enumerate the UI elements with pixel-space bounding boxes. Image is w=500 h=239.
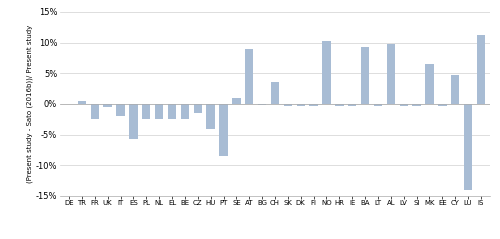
Bar: [361, 47, 370, 104]
Bar: [412, 104, 421, 106]
Bar: [386, 44, 395, 104]
Bar: [104, 104, 112, 107]
Bar: [296, 104, 305, 106]
Bar: [258, 104, 266, 105]
Bar: [348, 104, 356, 106]
Bar: [271, 82, 279, 104]
Bar: [180, 104, 189, 119]
Bar: [438, 104, 446, 106]
Bar: [310, 104, 318, 106]
Bar: [90, 104, 99, 119]
Bar: [477, 35, 485, 104]
Bar: [206, 104, 215, 129]
Bar: [400, 104, 408, 106]
Bar: [129, 104, 138, 139]
Y-axis label: (Present study - Sato (2016b))/ Present study: (Present study - Sato (2016b))/ Present …: [26, 25, 33, 183]
Bar: [335, 104, 344, 106]
Bar: [232, 98, 240, 104]
Bar: [374, 104, 382, 106]
Bar: [194, 104, 202, 113]
Bar: [322, 41, 330, 104]
Bar: [464, 104, 472, 190]
Bar: [220, 104, 228, 156]
Bar: [245, 49, 254, 104]
Bar: [284, 104, 292, 106]
Bar: [116, 104, 124, 116]
Bar: [78, 101, 86, 104]
Bar: [451, 75, 460, 104]
Bar: [426, 64, 434, 104]
Bar: [155, 104, 164, 119]
Bar: [142, 104, 150, 119]
Bar: [168, 104, 176, 119]
